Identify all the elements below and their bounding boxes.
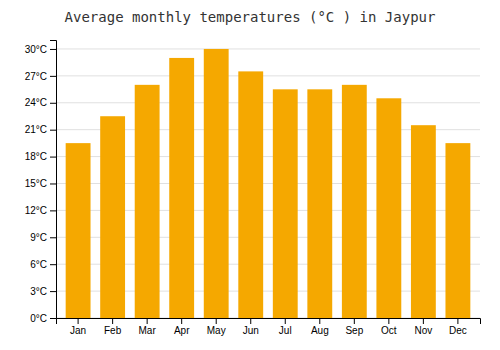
- y-tick: 12°C: [25, 205, 56, 216]
- x-tick-label: Feb: [104, 325, 122, 336]
- y-tick-label: 12°C: [25, 205, 47, 216]
- x-tick-mark: [112, 318, 113, 324]
- chart: 0°C 3°C 6°C 9°C 12°C 15°C 18°C 21°C 24°C 27°C 30°C…: [0, 0, 500, 350]
- x-tick-label: Oct: [381, 325, 397, 336]
- y-tick-label: 6°C: [30, 259, 47, 270]
- x-tick: Dec: [449, 318, 467, 336]
- x-tick: Jul: [279, 318, 292, 336]
- bar: [238, 71, 263, 318]
- bar: [376, 98, 401, 318]
- title: Average monthly temperatures (°C ) in Ja…: [65, 9, 436, 25]
- y-tick: 21°C: [25, 124, 56, 135]
- y-tick: 3°C: [30, 286, 56, 297]
- y-tick-mark: [50, 103, 56, 104]
- x-tick-mark: [250, 318, 251, 324]
- bar: [204, 49, 229, 318]
- grid-line: [56, 48, 480, 49]
- y-tick: 18°C: [25, 151, 56, 162]
- x-tick-label: Jan: [70, 325, 86, 336]
- y-tick-mark: [50, 318, 56, 319]
- y-tick-mark: [50, 237, 56, 238]
- x-axis: Jan Feb Mar Apr May Jun Jul Aug Sep Oct Nov Dec: [57, 318, 481, 336]
- bar: [169, 58, 194, 318]
- x-tick: Sep: [345, 318, 363, 336]
- x-tick: Oct: [381, 318, 397, 336]
- x-tick-label: Apr: [174, 325, 190, 336]
- y-tick-label: 30°C: [25, 44, 47, 55]
- x-tick: May: [207, 318, 226, 336]
- y-tick-mark: [50, 130, 56, 131]
- bar: [445, 143, 470, 318]
- y-tick-label: 24°C: [25, 97, 47, 108]
- x-tick: Feb: [104, 318, 122, 336]
- y-tick-mark: [50, 183, 56, 184]
- y-tick-mark: [50, 76, 56, 77]
- y-axis: 0°C 3°C 6°C 9°C 12°C 15°C 18°C 21°C 24°C 27°C 30°C: [25, 41, 57, 324]
- grid-line: [56, 75, 480, 76]
- bar: [307, 89, 332, 318]
- y-tick-label: 27°C: [25, 71, 47, 82]
- y-tick-label: 15°C: [25, 178, 47, 189]
- x-tick: Aug: [311, 318, 329, 336]
- y-tick: 27°C: [25, 71, 56, 82]
- bar: [273, 89, 298, 318]
- y-tick: 9°C: [30, 232, 56, 243]
- y-tick-mark: [50, 210, 56, 211]
- y-tick-mark: [50, 291, 56, 292]
- y-tick: 6°C: [30, 259, 56, 270]
- y-tick-mark: [50, 264, 56, 265]
- bar: [135, 85, 160, 318]
- y-tick: 0°C: [30, 313, 56, 324]
- y-tick-label: 18°C: [25, 151, 47, 162]
- y-axis-line: [50, 41, 57, 319]
- y-tick: 30°C: [25, 44, 56, 55]
- x-tick-label: Nov: [414, 325, 432, 336]
- x-tick-mark: [285, 318, 286, 324]
- plot-area: [66, 49, 471, 318]
- x-tick: Mar: [139, 318, 157, 336]
- x-tick-label: Jun: [243, 325, 259, 336]
- x-tick: Nov: [414, 318, 432, 336]
- bar: [100, 116, 125, 318]
- y-tick-label: 21°C: [25, 124, 47, 135]
- x-tick-label: Sep: [345, 325, 363, 336]
- x-tick: Apr: [174, 318, 190, 336]
- x-tick-label: May: [207, 325, 226, 336]
- x-tick-mark: [319, 318, 320, 324]
- y-tick: 15°C: [25, 178, 56, 189]
- x-tick-label: Aug: [311, 325, 329, 336]
- x-tick-mark: [457, 318, 458, 324]
- x-tick-mark: [423, 318, 424, 324]
- x-tick-mark: [388, 318, 389, 324]
- x-tick-mark: [216, 318, 217, 324]
- x-tick: Jun: [243, 318, 259, 336]
- grid-line: [56, 102, 480, 103]
- x-tick-label: Jul: [279, 325, 292, 336]
- x-tick-label: Dec: [449, 325, 467, 336]
- y-tick-label: 9°C: [30, 232, 47, 243]
- y-tick-label: 0°C: [30, 313, 47, 324]
- x-tick: Jan: [70, 318, 86, 336]
- y-tick-mark: [50, 157, 56, 158]
- x-tick-mark: [147, 318, 148, 324]
- x-tick-mark: [181, 318, 182, 324]
- x-tick-mark: [78, 318, 79, 324]
- bar: [66, 143, 91, 318]
- bar: [411, 125, 436, 318]
- bar: [342, 85, 367, 318]
- x-axis-line: [57, 319, 481, 325]
- x-tick-mark: [354, 318, 355, 324]
- grid: [56, 49, 480, 318]
- y-tick: 24°C: [25, 97, 56, 108]
- x-tick-label: Mar: [139, 325, 157, 336]
- y-tick-label: 3°C: [30, 286, 47, 297]
- y-tick-mark: [50, 49, 56, 50]
